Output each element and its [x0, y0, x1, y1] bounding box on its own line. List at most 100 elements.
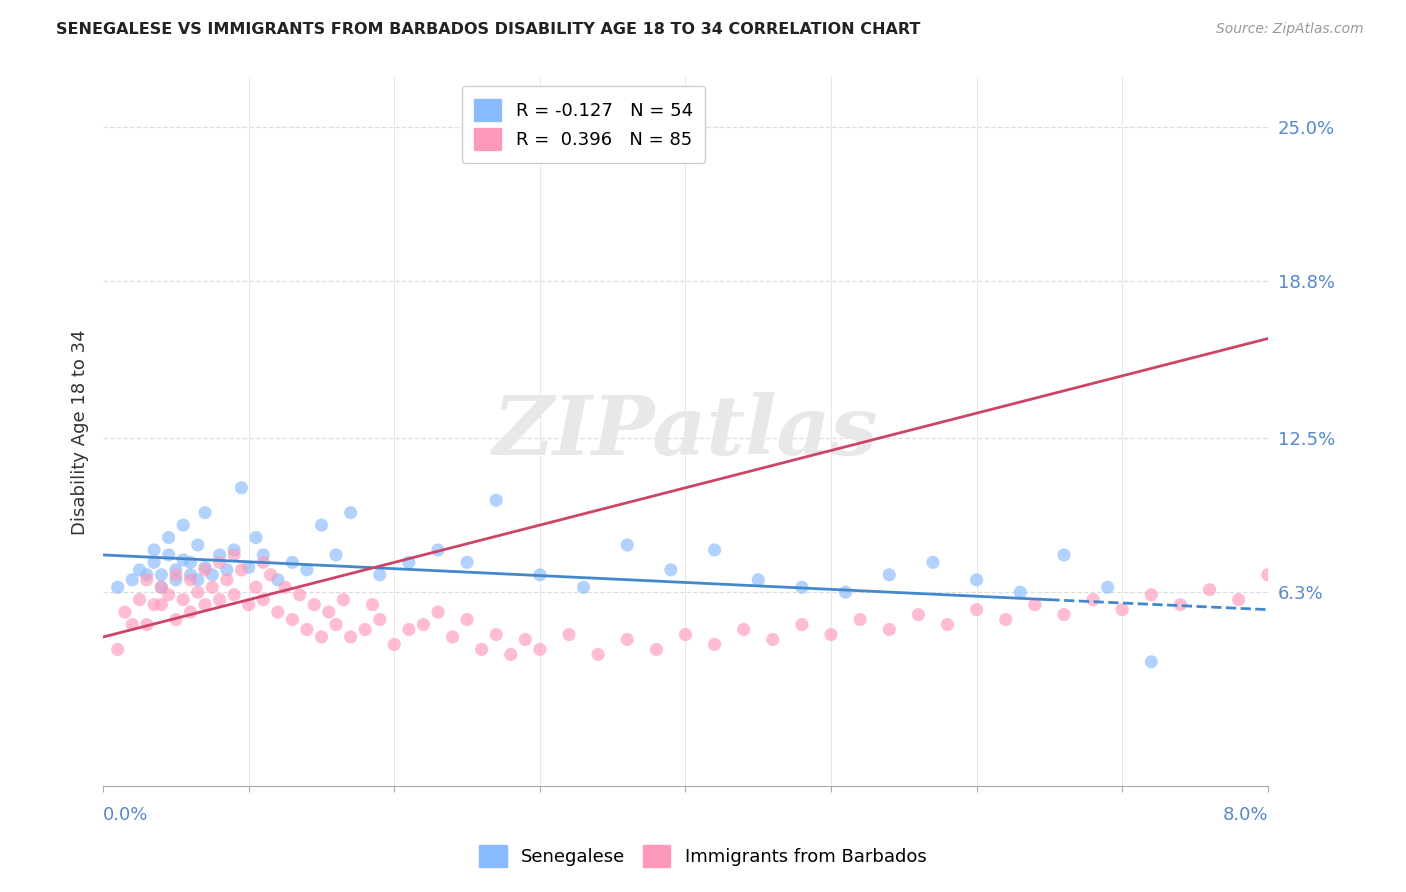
- Point: [238, 560, 260, 574]
- Point: [194, 560, 217, 574]
- Legend: R = -0.127   N = 54, R =  0.396   N = 85: R = -0.127 N = 54, R = 0.396 N = 85: [461, 87, 706, 163]
- Point: [994, 613, 1017, 627]
- Point: [215, 563, 238, 577]
- Text: Source: ZipAtlas.com: Source: ZipAtlas.com: [1216, 22, 1364, 37]
- Point: [907, 607, 929, 622]
- Point: [586, 648, 609, 662]
- Point: [165, 567, 187, 582]
- Point: [172, 592, 194, 607]
- Point: [208, 555, 231, 569]
- Point: [107, 580, 129, 594]
- Point: [252, 548, 274, 562]
- Point: [368, 613, 391, 627]
- Point: [179, 567, 201, 582]
- Point: [368, 567, 391, 582]
- Point: [252, 555, 274, 569]
- Point: [224, 548, 246, 562]
- Point: [515, 632, 537, 647]
- Point: [224, 588, 246, 602]
- Point: [114, 605, 136, 619]
- Point: [936, 617, 959, 632]
- Point: [238, 598, 260, 612]
- Point: [318, 605, 340, 619]
- Point: [252, 592, 274, 607]
- Point: [179, 555, 201, 569]
- Point: [245, 580, 267, 594]
- Point: [1170, 598, 1192, 612]
- Point: [201, 567, 224, 582]
- Point: [1053, 548, 1076, 562]
- Point: [135, 617, 157, 632]
- Point: [1053, 607, 1076, 622]
- Point: [834, 585, 856, 599]
- Point: [172, 518, 194, 533]
- Point: [1010, 585, 1032, 599]
- Point: [339, 630, 361, 644]
- Point: [922, 555, 945, 569]
- Point: [135, 573, 157, 587]
- Point: [790, 580, 813, 594]
- Point: [820, 627, 842, 641]
- Point: [354, 623, 377, 637]
- Point: [426, 543, 449, 558]
- Point: [187, 538, 209, 552]
- Point: [165, 613, 187, 627]
- Point: [267, 573, 290, 587]
- Point: [790, 617, 813, 632]
- Point: [187, 573, 209, 587]
- Point: [295, 563, 318, 577]
- Point: [302, 598, 325, 612]
- Point: [747, 573, 769, 587]
- Point: [121, 573, 143, 587]
- Point: [143, 598, 166, 612]
- Point: [1285, 563, 1308, 577]
- Point: [966, 573, 988, 587]
- Point: [121, 617, 143, 632]
- Point: [332, 592, 354, 607]
- Point: [733, 623, 755, 637]
- Point: [128, 563, 150, 577]
- Point: [412, 617, 434, 632]
- Point: [1301, 573, 1323, 587]
- Point: [703, 637, 725, 651]
- Point: [165, 563, 187, 577]
- Point: [703, 543, 725, 558]
- Point: [1257, 567, 1279, 582]
- Point: [382, 637, 405, 651]
- Point: [361, 598, 384, 612]
- Point: [659, 563, 682, 577]
- Point: [485, 627, 508, 641]
- Point: [231, 563, 253, 577]
- Point: [274, 580, 297, 594]
- Point: [157, 588, 180, 602]
- Point: [165, 573, 187, 587]
- Point: [558, 627, 581, 641]
- Point: [339, 506, 361, 520]
- Point: [194, 598, 217, 612]
- Point: [441, 630, 464, 644]
- Point: [208, 548, 231, 562]
- Point: [1329, 120, 1351, 135]
- Point: [471, 642, 494, 657]
- Text: 0.0%: 0.0%: [103, 806, 149, 824]
- Point: [849, 613, 872, 627]
- Point: [877, 567, 900, 582]
- Point: [966, 602, 988, 616]
- Point: [645, 642, 668, 657]
- Point: [1227, 592, 1250, 607]
- Point: [150, 580, 173, 594]
- Point: [194, 563, 217, 577]
- Point: [281, 613, 304, 627]
- Point: [194, 506, 217, 520]
- Point: [311, 630, 333, 644]
- Point: [675, 627, 697, 641]
- Point: [295, 623, 318, 637]
- Point: [1140, 655, 1163, 669]
- Point: [1081, 592, 1104, 607]
- Point: [201, 580, 224, 594]
- Point: [288, 588, 311, 602]
- Point: [456, 555, 478, 569]
- Point: [281, 555, 304, 569]
- Point: [616, 632, 638, 647]
- Point: [762, 632, 785, 647]
